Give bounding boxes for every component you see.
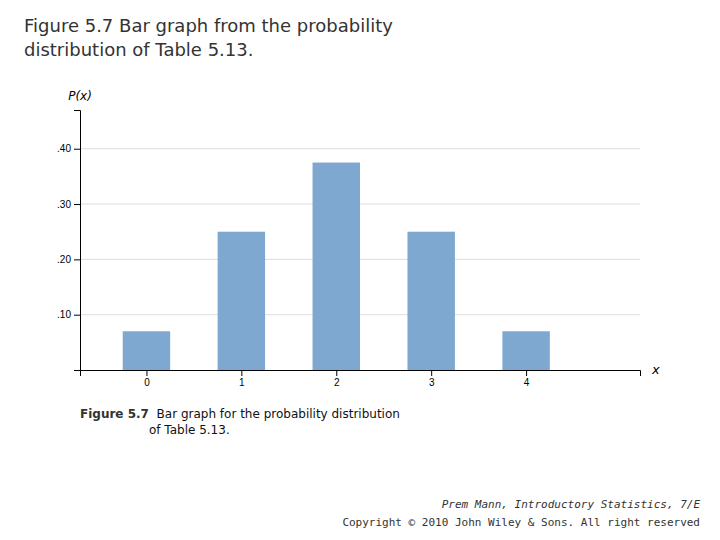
x-axis-label: x	[651, 362, 660, 377]
y-tick-mark	[74, 204, 80, 205]
x-tick: 0	[144, 370, 150, 388]
title: Figure 5.7 Bar graph from the probabilit…	[24, 15, 393, 60]
y-tick-label: .40	[57, 143, 71, 154]
y-tick-label: .30	[57, 199, 71, 210]
caption-line: of Table 5.13.	[149, 423, 230, 437]
y-tick-mark	[74, 149, 80, 150]
caption-label: Figure 5.7	[80, 407, 149, 421]
bar	[123, 331, 170, 370]
grid-line	[80, 148, 640, 149]
x-tick: 4	[524, 370, 530, 388]
bar	[313, 163, 360, 370]
y-tick-mark	[74, 259, 80, 260]
y-tick-label: .20	[57, 254, 71, 265]
title-line: Figure 5.7 Bar graph from the probabilit…	[24, 15, 393, 36]
bar	[502, 331, 549, 370]
x-tick-label: 0	[144, 377, 150, 388]
y-tick: .20	[57, 254, 80, 265]
bars	[123, 163, 550, 370]
x-axis: 0 1 2 3 4	[81, 370, 641, 388]
caption-line: Bar graph for the probability distributi…	[149, 407, 400, 421]
x-tick: 2	[334, 370, 340, 388]
x-tick: 3	[429, 370, 435, 388]
y-tick: .30	[57, 199, 80, 210]
y-tick: .10	[57, 309, 80, 320]
x-axis-line	[81, 371, 641, 377]
y-tick-label: .10	[57, 309, 71, 320]
copyright: Copyright © 2010 John Wiley & Sons. All …	[342, 516, 700, 529]
x-tick-label: 2	[334, 377, 340, 388]
x-tick-label: 3	[429, 377, 435, 388]
y-axis-label: P(x)	[68, 89, 92, 103]
bar	[218, 232, 265, 370]
y-tick-mark	[74, 315, 80, 316]
caption: Bar graph for the probability distributi…	[149, 407, 400, 437]
x-tick-mark	[336, 370, 337, 376]
x-tick-mark	[146, 370, 147, 376]
chart: Figure 5.7 Bar graph from the probabilit…	[0, 0, 720, 540]
x-tick-mark	[241, 370, 242, 376]
x-tick-label: 4	[524, 377, 530, 388]
x-tick-label: 1	[239, 377, 245, 388]
bar	[407, 232, 454, 370]
plot: 0 1 2 3 4 .10 .20 .30 .40 x P(x)	[57, 89, 660, 388]
y-axis: .10 .20 .30 .40	[57, 111, 80, 371]
source: Prem Mann, Introductory Statistics, 7/E	[442, 498, 701, 511]
title-line: distribution of Table 5.13.	[24, 39, 253, 60]
x-tick: 1	[239, 370, 245, 388]
y-axis-line	[74, 111, 81, 371]
x-tick-mark	[431, 370, 432, 376]
x-tick-mark	[526, 370, 527, 376]
y-tick: .40	[57, 143, 80, 154]
